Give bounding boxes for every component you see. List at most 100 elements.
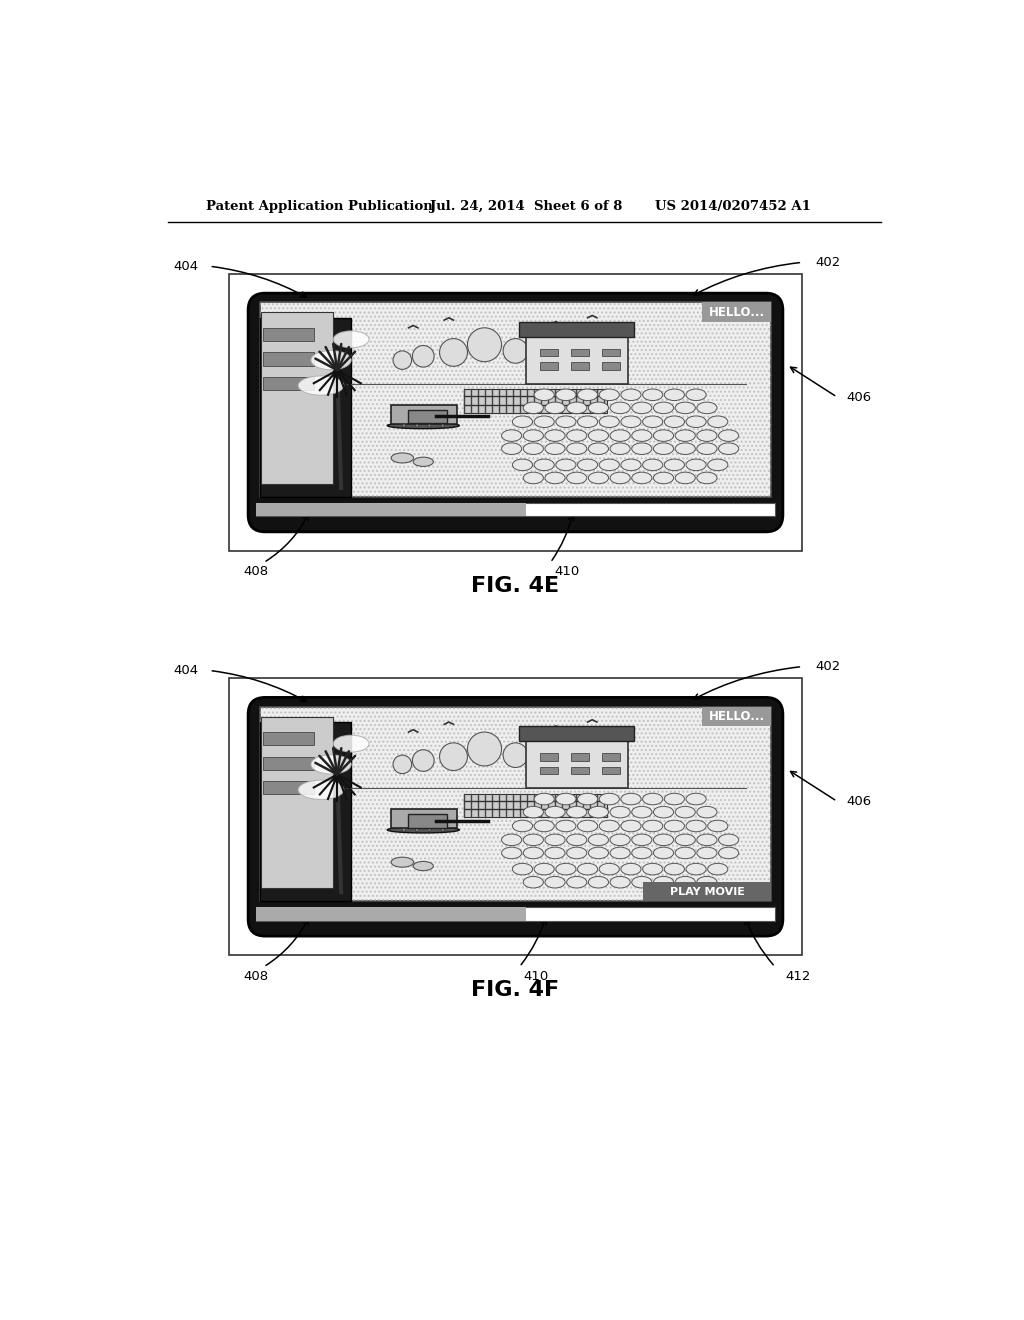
Ellipse shape <box>545 403 565 413</box>
Circle shape <box>428 424 431 428</box>
Ellipse shape <box>334 331 369 348</box>
Ellipse shape <box>621 459 641 471</box>
Ellipse shape <box>621 416 641 428</box>
Bar <box>702 706 771 726</box>
Text: HELLO...: HELLO... <box>709 710 765 723</box>
Ellipse shape <box>621 389 641 400</box>
Ellipse shape <box>621 820 641 832</box>
Bar <box>260 706 771 902</box>
Ellipse shape <box>556 416 575 428</box>
Bar <box>571 363 589 370</box>
Ellipse shape <box>632 876 652 888</box>
Ellipse shape <box>311 351 351 370</box>
Bar <box>408 411 447 424</box>
Ellipse shape <box>632 834 652 846</box>
Ellipse shape <box>535 459 554 471</box>
Ellipse shape <box>719 430 738 441</box>
Ellipse shape <box>535 793 554 805</box>
Ellipse shape <box>414 457 433 466</box>
Text: HELLO...: HELLO... <box>709 305 765 318</box>
Ellipse shape <box>502 430 521 441</box>
Bar <box>260 722 351 902</box>
Circle shape <box>441 829 444 832</box>
Ellipse shape <box>502 444 521 454</box>
Ellipse shape <box>535 416 554 428</box>
Ellipse shape <box>566 444 587 454</box>
Ellipse shape <box>556 389 575 400</box>
Bar <box>256 907 775 921</box>
Bar <box>541 348 558 356</box>
Circle shape <box>503 338 528 363</box>
Ellipse shape <box>610 403 630 413</box>
Ellipse shape <box>632 847 652 859</box>
Text: 404: 404 <box>173 260 199 273</box>
Bar <box>602 752 621 760</box>
Bar <box>702 302 771 322</box>
Ellipse shape <box>610 473 630 483</box>
Ellipse shape <box>387 422 460 429</box>
Ellipse shape <box>653 403 674 413</box>
Ellipse shape <box>523 430 544 441</box>
Ellipse shape <box>675 807 695 818</box>
Bar <box>261 313 333 484</box>
Text: 408: 408 <box>244 970 268 982</box>
Bar <box>260 302 771 498</box>
Ellipse shape <box>632 444 652 454</box>
Ellipse shape <box>653 847 674 859</box>
Ellipse shape <box>512 863 532 875</box>
Ellipse shape <box>621 793 641 805</box>
Bar <box>256 503 525 516</box>
Ellipse shape <box>502 847 521 859</box>
Ellipse shape <box>675 430 695 441</box>
Ellipse shape <box>653 876 674 888</box>
Bar <box>519 726 634 742</box>
Ellipse shape <box>556 863 575 875</box>
Ellipse shape <box>665 793 684 805</box>
Circle shape <box>413 346 434 367</box>
Ellipse shape <box>643 389 663 400</box>
Ellipse shape <box>391 857 414 867</box>
Ellipse shape <box>523 876 544 888</box>
Ellipse shape <box>610 834 630 846</box>
Ellipse shape <box>334 735 369 752</box>
Ellipse shape <box>643 793 663 805</box>
Ellipse shape <box>545 430 565 441</box>
Ellipse shape <box>566 834 587 846</box>
Text: Jul. 24, 2014  Sheet 6 of 8: Jul. 24, 2014 Sheet 6 of 8 <box>430 201 623 214</box>
Ellipse shape <box>589 444 608 454</box>
Ellipse shape <box>686 793 707 805</box>
Text: 402: 402 <box>815 660 841 673</box>
Bar <box>263 352 314 366</box>
Ellipse shape <box>675 444 695 454</box>
Circle shape <box>416 424 419 428</box>
Circle shape <box>428 829 431 832</box>
Ellipse shape <box>599 459 620 471</box>
Ellipse shape <box>621 863 641 875</box>
Circle shape <box>393 351 412 370</box>
Ellipse shape <box>697 430 717 441</box>
Bar <box>263 781 314 795</box>
Text: FIG. 4F: FIG. 4F <box>471 979 559 1001</box>
Ellipse shape <box>578 863 598 875</box>
Bar <box>263 327 314 341</box>
Bar <box>263 733 314 744</box>
Ellipse shape <box>675 847 695 859</box>
Ellipse shape <box>665 389 684 400</box>
Ellipse shape <box>566 876 587 888</box>
Ellipse shape <box>697 473 717 483</box>
Text: 402: 402 <box>815 256 841 269</box>
Ellipse shape <box>708 459 728 471</box>
Ellipse shape <box>665 416 684 428</box>
Ellipse shape <box>566 430 587 441</box>
Bar <box>228 275 802 552</box>
Ellipse shape <box>643 863 663 875</box>
Ellipse shape <box>697 876 717 888</box>
Circle shape <box>402 424 406 428</box>
Ellipse shape <box>512 820 532 832</box>
Ellipse shape <box>545 444 565 454</box>
Bar <box>391 809 457 829</box>
Bar <box>464 389 607 412</box>
Text: 408: 408 <box>244 565 268 578</box>
Bar <box>260 318 351 498</box>
Ellipse shape <box>566 807 587 818</box>
